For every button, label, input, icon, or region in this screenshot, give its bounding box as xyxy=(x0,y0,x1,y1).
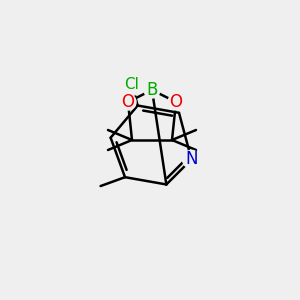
Text: N: N xyxy=(185,150,198,168)
Circle shape xyxy=(121,73,143,95)
Text: O: O xyxy=(122,93,134,111)
Circle shape xyxy=(144,82,160,98)
Circle shape xyxy=(168,94,184,110)
Text: B: B xyxy=(146,81,158,99)
Text: Cl: Cl xyxy=(124,77,140,92)
Text: O: O xyxy=(169,93,182,111)
Circle shape xyxy=(182,150,200,168)
Circle shape xyxy=(120,94,136,110)
